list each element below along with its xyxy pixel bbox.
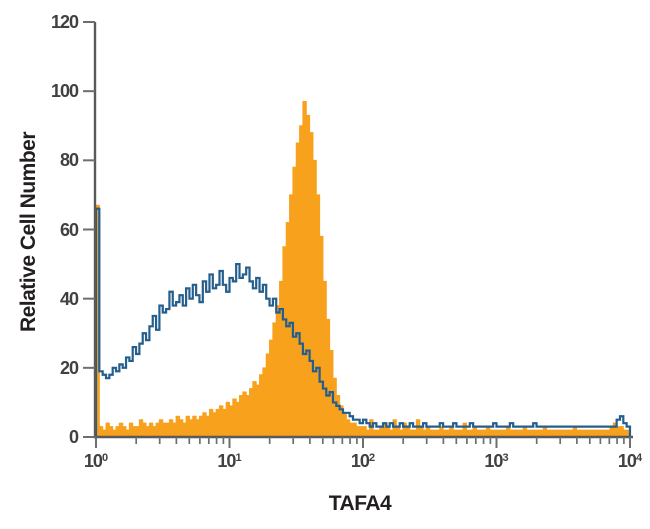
x-tick-label: 103 [484, 451, 509, 471]
x-tick-label: 102 [350, 451, 376, 471]
y-tick-label: 40 [59, 288, 79, 309]
filled-histogram-series [95, 101, 631, 438]
x-tick-label: 100 [83, 451, 109, 471]
y-tick-label: 120 [50, 12, 79, 32]
y-tick-label: 80 [59, 150, 79, 171]
stained-histogram-area [95, 101, 631, 438]
y-tick-label: 60 [59, 219, 79, 240]
x-tick-label: 104 [617, 451, 643, 471]
y-tick-label: 100 [50, 81, 79, 102]
x-axis-title: TAFA4 [328, 492, 392, 515]
y-tick-label: 0 [68, 427, 79, 447]
open-histogram-series [94, 207, 632, 437]
x-tick-label: 101 [217, 451, 242, 471]
control-histogram-outline [94, 207, 632, 437]
axes [83, 21, 633, 448]
y-tick-label: 20 [59, 357, 79, 378]
